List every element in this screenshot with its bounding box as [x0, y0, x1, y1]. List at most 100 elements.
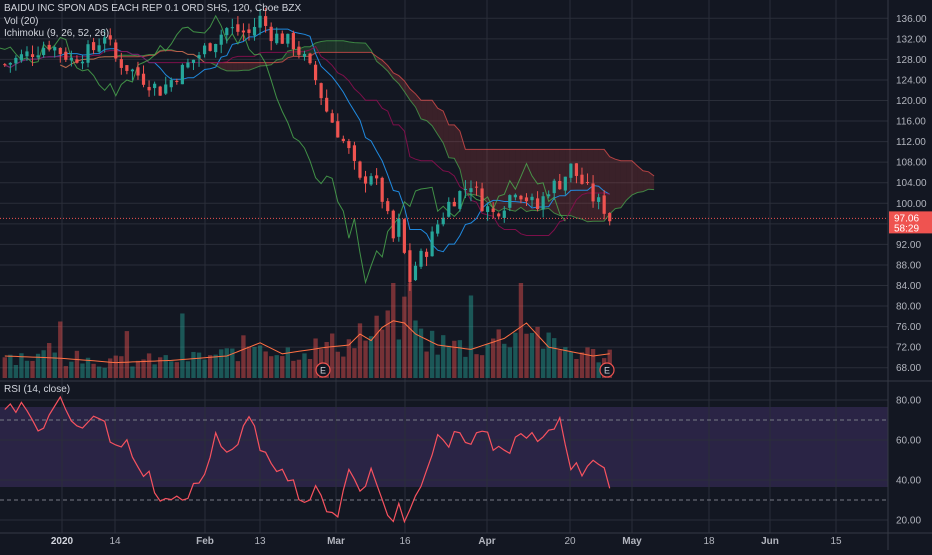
candle-body: [436, 224, 439, 233]
time-tick-label: 13: [254, 536, 266, 547]
volume-bar: [297, 360, 301, 378]
volume-bar: [3, 357, 7, 378]
candle-body: [31, 54, 34, 57]
volume-bar: [180, 313, 184, 378]
volume-bar: [436, 355, 440, 378]
price-tick-label: 132.00: [896, 34, 927, 45]
price-tick-label: 124.00: [896, 75, 927, 86]
candle-body: [497, 214, 500, 217]
volume-bar: [147, 353, 151, 378]
candle-body: [453, 202, 456, 206]
candle-body: [258, 16, 261, 28]
candle-body: [120, 59, 123, 68]
candle-body: [297, 47, 300, 55]
volume-bar: [64, 366, 68, 378]
candle-body: [458, 191, 461, 209]
candle-body: [519, 196, 522, 200]
volume-bar: [452, 341, 456, 378]
candle-body: [64, 52, 67, 60]
volume-bar: [302, 353, 306, 378]
time-tick-label: Mar: [327, 536, 345, 547]
time-tick-label: 16: [399, 536, 411, 547]
volume-bar: [497, 329, 501, 378]
kumo-segment: [615, 159, 621, 208]
candle-body: [53, 47, 56, 50]
volume-bar: [119, 356, 123, 378]
volume-bar: [491, 339, 495, 378]
candle-body: [508, 195, 511, 208]
candle-body: [9, 63, 12, 65]
volume-bar: [330, 334, 334, 378]
candle-body: [408, 250, 411, 282]
candle-body: [220, 35, 223, 45]
kumo-segment: [354, 43, 360, 53]
kumo-segment: [332, 41, 338, 53]
candle-body: [425, 252, 428, 257]
volume-bar: [530, 333, 534, 378]
volume-bar: [130, 366, 134, 378]
rsi-legend: RSI (14, close): [4, 384, 70, 395]
candle-body: [109, 35, 112, 39]
candle-body: [42, 48, 45, 55]
candle-body: [414, 266, 417, 280]
kumo-segment: [632, 161, 638, 195]
time-tick-label: Jun: [761, 536, 779, 547]
candle-body: [558, 181, 561, 189]
price-tick-label: 80.00: [896, 302, 921, 313]
candle-body: [170, 80, 173, 87]
volume-bar: [186, 361, 190, 378]
candle-body: [253, 27, 256, 36]
candle-body: [270, 27, 273, 41]
time-tick-label: Apr: [478, 536, 495, 547]
volume-legend: Vol (20): [4, 16, 38, 27]
volume-bar: [164, 355, 168, 378]
price-tick-label: 72.00: [896, 343, 921, 354]
volume-bar: [508, 347, 512, 378]
candle-body: [603, 195, 606, 213]
candle-body: [231, 27, 234, 28]
candle-body: [392, 211, 395, 239]
candle-body: [586, 182, 589, 183]
kumo-segment: [238, 63, 244, 71]
candle-body: [59, 48, 62, 54]
kumo-segment: [610, 157, 616, 214]
time-tick-label: 15: [830, 536, 842, 547]
volume-bar: [236, 361, 240, 378]
candle-body: [225, 28, 228, 35]
kumo-segment: [243, 63, 249, 71]
candle-body: [48, 45, 51, 50]
rsi-tick-label: 40.00: [896, 476, 921, 487]
candle-body: [70, 58, 73, 61]
candle-body: [164, 84, 167, 93]
kumo-segment: [343, 41, 349, 53]
volume-bar: [369, 336, 373, 378]
kumo-segment: [421, 100, 427, 120]
time-tick-label: Feb: [196, 536, 214, 547]
candle-body: [314, 65, 317, 80]
volume-bar: [47, 343, 51, 378]
volume-bar: [263, 351, 267, 378]
volume-bar: [341, 357, 345, 378]
candle-body: [247, 29, 250, 33]
candle-body: [125, 65, 128, 71]
candle-body: [580, 175, 583, 184]
price-tick-label: 120.00: [896, 96, 927, 107]
volume-bar: [275, 355, 279, 378]
candle-body: [209, 43, 212, 51]
volume-bar: [469, 295, 473, 378]
candle-body: [320, 83, 323, 98]
candle-body: [153, 84, 156, 88]
time-tick-label: 20: [564, 536, 576, 547]
bar-countdown-label: 58:29: [894, 223, 919, 234]
candle-body: [308, 54, 311, 64]
volume-bar: [103, 368, 107, 378]
candle-body: [530, 197, 533, 200]
candle-body: [14, 58, 17, 64]
candle-body: [114, 42, 117, 58]
volume-bar: [75, 351, 79, 378]
kumo-segment: [321, 41, 327, 53]
volume-bar: [269, 356, 273, 378]
candle-body: [25, 51, 28, 56]
price-tick-label: 136.00: [896, 14, 927, 25]
